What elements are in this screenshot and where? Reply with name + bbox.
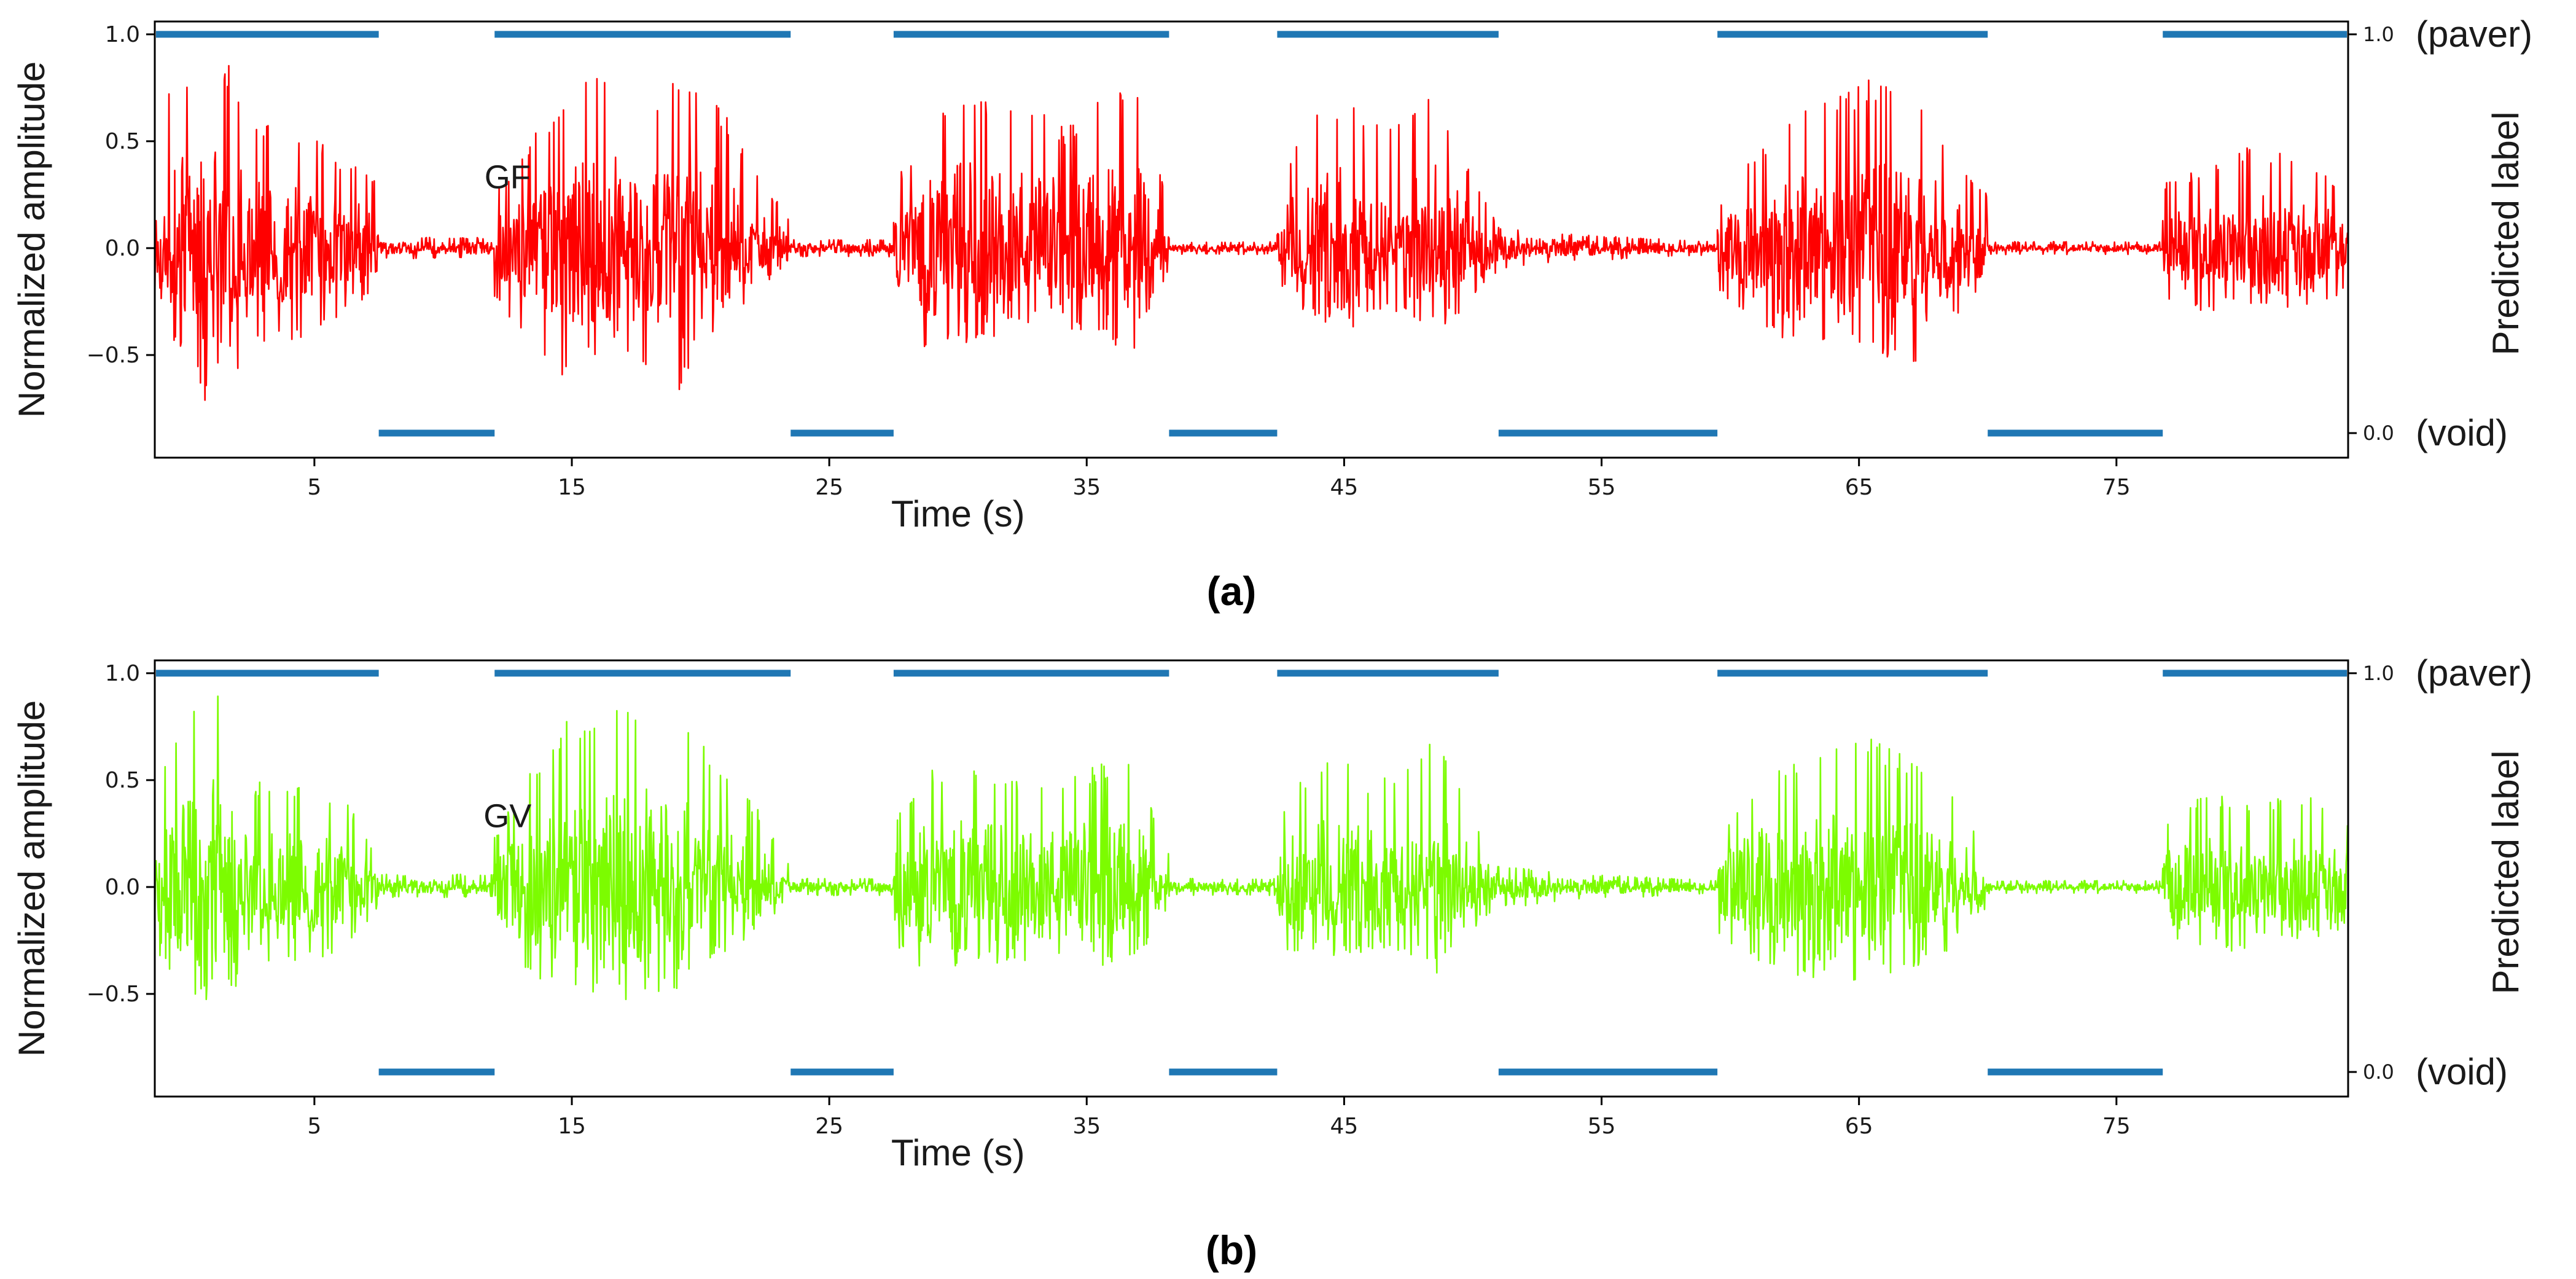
panel-a: 5 15 25 35 45 55 65 75 −0.5 0.0 0.5 1.0 1.0 (paver)…: [11, 14, 2532, 614]
y-axis-title: Normalized amplitude: [11, 61, 52, 418]
x-axis-title: Time (s): [891, 493, 1025, 534]
panel-caption: (b): [1206, 1227, 1257, 1273]
y-tick-label: 1.0: [105, 22, 140, 47]
x-tick-label: 5: [307, 1114, 321, 1139]
x-tick-label: 25: [815, 1114, 843, 1139]
y-tick-label: −0.5: [87, 982, 140, 1007]
right-tick-label: 0.0: [2363, 1060, 2394, 1084]
right-ticks: 1.0 (paver) 0.0 (void): [2348, 14, 2532, 453]
x-tick-label: 15: [558, 475, 586, 500]
right-tick-word: (paver): [2416, 14, 2532, 55]
y-tick-label: −0.5: [87, 343, 140, 368]
x-ticks: 5 15 25 35 45 55 65 75: [307, 458, 2131, 500]
y-ticks: −0.5 0.0 0.5 1.0: [87, 661, 155, 1007]
x-tick-label: 15: [558, 1114, 586, 1139]
right-y-axis-title: Predicted label: [2485, 751, 2526, 995]
y-tick-label: 0.5: [105, 768, 140, 793]
x-tick-label: 5: [307, 475, 321, 500]
right-ticks: 1.0 (paver) 0.0 (void): [2348, 652, 2532, 1092]
panel-b: 5 15 25 35 45 55 65 75 −0.5 0.0 0.5 1.0 1.0 (paver)…: [11, 652, 2532, 1273]
y-tick-label: 1.0: [105, 661, 140, 686]
x-tick-label: 45: [1330, 1114, 1358, 1139]
right-tick-label: 1.0: [2363, 662, 2394, 685]
y-tick-label: 0.5: [105, 129, 140, 154]
panel-caption: (a): [1207, 568, 1257, 614]
signal-trace: [154, 65, 2349, 401]
right-y-axis-title: Predicted label: [2485, 112, 2526, 356]
right-tick-word: (void): [2416, 412, 2508, 453]
x-tick-label: 45: [1330, 475, 1358, 500]
x-ticks: 5 15 25 35 45 55 65 75: [307, 1097, 2131, 1139]
right-tick-label: 1.0: [2363, 23, 2394, 46]
x-tick-label: 55: [1588, 475, 1616, 500]
predicted-label-layer: [156, 31, 2347, 437]
signal-layer: [154, 695, 2349, 1001]
signal-annotation: GV: [483, 797, 531, 834]
right-tick-label: 0.0: [2363, 421, 2394, 445]
signal-layer: [154, 65, 2349, 401]
x-tick-label: 35: [1072, 475, 1101, 500]
y-tick-label: 0.0: [105, 875, 140, 900]
plot-frame: [154, 20, 2349, 459]
y-tick-label: 0.0: [105, 236, 140, 261]
x-tick-label: 65: [1845, 1114, 1873, 1139]
x-axis-title: Time (s): [891, 1132, 1025, 1173]
x-tick-label: 25: [815, 475, 843, 500]
x-tick-label: 75: [2102, 1114, 2131, 1139]
x-tick-label: 55: [1588, 1114, 1616, 1139]
plot-frame: [154, 659, 2349, 1098]
x-tick-label: 65: [1845, 475, 1873, 500]
y-axis-title: Normalized amplitude: [11, 700, 52, 1057]
signal-trace: [154, 695, 2349, 1001]
predicted-label-layer: [156, 670, 2347, 1076]
right-tick-word: (void): [2416, 1051, 2508, 1092]
x-tick-label: 75: [2102, 475, 2131, 500]
signal-annotation: GF: [485, 158, 531, 195]
y-ticks: −0.5 0.0 0.5 1.0: [87, 22, 155, 368]
x-tick-label: 35: [1072, 1114, 1101, 1139]
right-tick-word: (paver): [2416, 652, 2532, 694]
